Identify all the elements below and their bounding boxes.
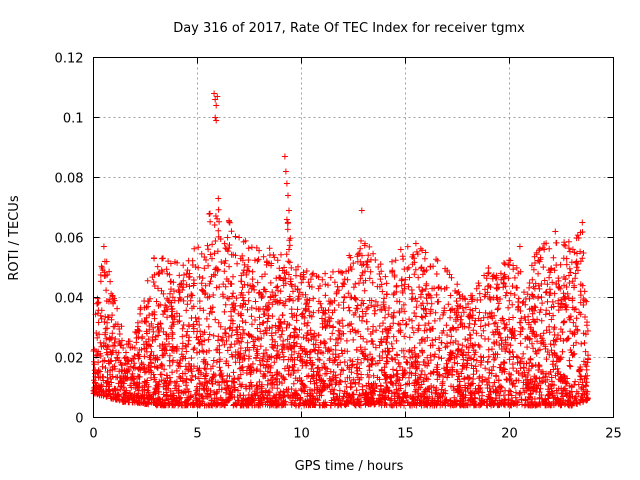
- y-tick-label: 0.06: [55, 232, 84, 247]
- y-tick-label: 0.04: [55, 292, 84, 307]
- x-tick-labels: 0 5 10 15 20 25: [89, 427, 621, 442]
- x-tick-label: 10: [293, 427, 310, 442]
- y-tick-label: 0.1: [63, 112, 84, 127]
- x-axis-title: GPS time / hours: [295, 459, 404, 474]
- y-tick-label: 0.08: [55, 172, 84, 187]
- roti-scatter-points: [90, 90, 591, 409]
- y-tick-label: 0: [75, 412, 83, 427]
- y-tick-label: 0.12: [55, 52, 84, 67]
- data-markers: [90, 90, 591, 409]
- x-tick-label: 15: [397, 427, 414, 442]
- x-tick-label: 0: [89, 427, 97, 442]
- x-tick-label: 25: [605, 427, 622, 442]
- plot-frame: [93, 57, 614, 418]
- y-tick-label: 0.02: [55, 352, 84, 367]
- x-tick-label: 20: [501, 427, 518, 442]
- chart-title: Day 316 of 2017, Rate Of TEC Index for r…: [173, 21, 525, 36]
- x-tick-label: 5: [193, 427, 201, 442]
- y-tick-labels: 0 0.02 0.04 0.06 0.08 0.1 0.12: [55, 52, 84, 427]
- y-axis-title: ROTI / TECUs: [7, 195, 22, 280]
